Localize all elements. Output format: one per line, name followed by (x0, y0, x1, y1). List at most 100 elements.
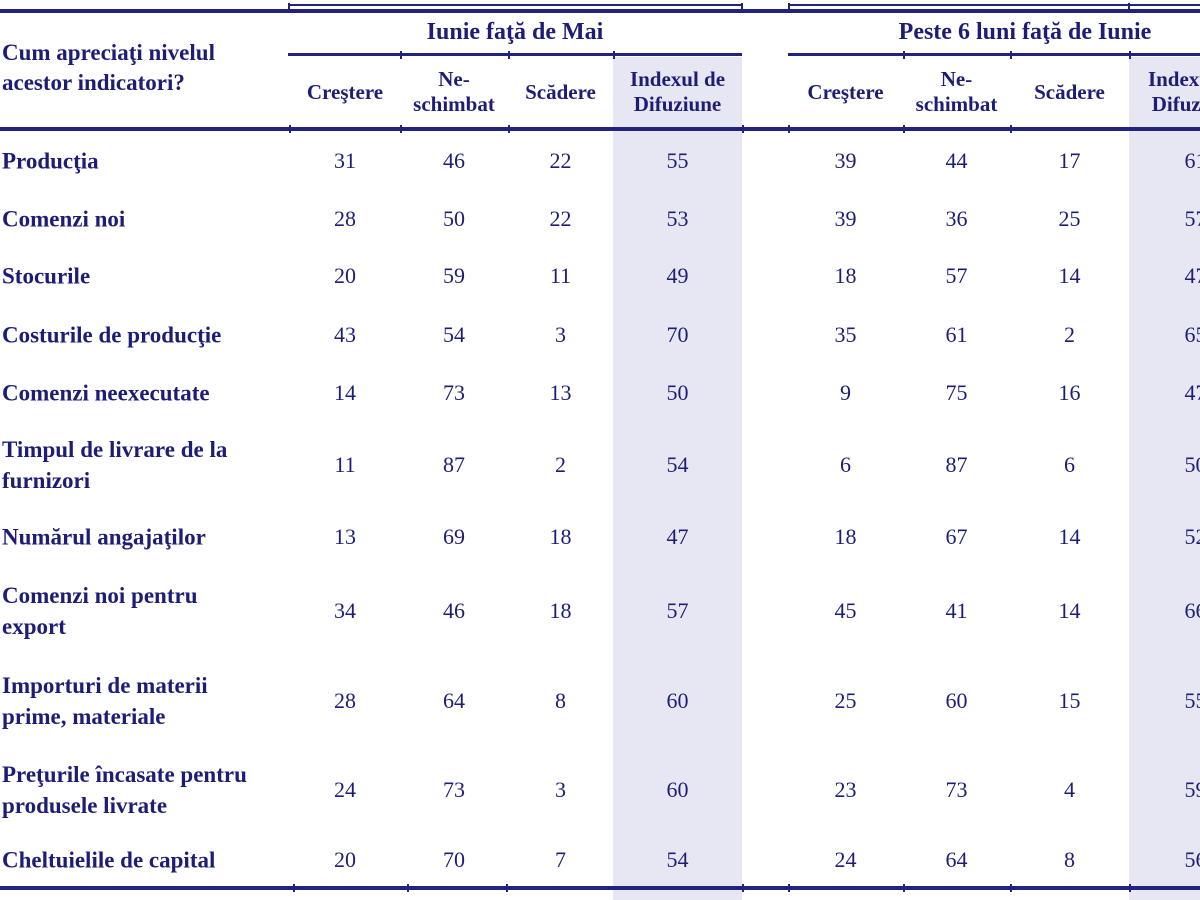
value-cell: 18 (834, 524, 857, 549)
table-row: Cheltuielile de capital 20 70 7 54 24 64… (0, 833, 1200, 886)
top-rule (0, 9, 1200, 13)
column-boundary-tick (293, 884, 295, 892)
value-cell: 73 (945, 776, 968, 802)
column-boundary-tick (506, 884, 508, 892)
value-cell: 55 (666, 147, 689, 173)
value-cell: 13 (549, 380, 572, 405)
column-boundary-tick (788, 125, 790, 133)
top-thin-rule-group1 (288, 4, 742, 6)
value-cell: 20 (334, 846, 356, 872)
header-underline (0, 127, 1200, 131)
value-cell: 31 (334, 147, 356, 173)
table-row: Comenzi noi pentru export 34 46 18 57 45… (0, 566, 1200, 656)
value-cell: 24 (834, 846, 857, 872)
column-boundary-tick (1129, 51, 1131, 59)
row-label: Stocurile (2, 263, 91, 289)
column-boundary-tick (1010, 51, 1012, 59)
column-header-index-difuziune-1: Indexul de Difuziune (629, 67, 726, 116)
table-row: Importuri de materii prime, materiale 28… (0, 656, 1200, 746)
value-cell: 25 (1058, 205, 1081, 231)
value-cell: 73 (443, 380, 465, 405)
group2-title: Peste 6 luni faţă de Iunie (898, 19, 1152, 45)
column-boundary-tick (1128, 3, 1130, 11)
value-cell: 22 (549, 147, 572, 173)
highlight-column-group1 (613, 57, 742, 900)
value-cell: 20 (334, 263, 356, 288)
value-cell: 28 (334, 688, 356, 713)
column-boundary-tick (407, 884, 409, 892)
value-cell: 52 (1184, 524, 1200, 549)
column-boundary-tick (742, 125, 744, 133)
value-cell: 6 (840, 452, 851, 477)
value-cell: 6 (1064, 452, 1075, 477)
value-cell: 55 (1184, 688, 1200, 713)
column-boundary-tick (903, 51, 905, 59)
value-cell: 57 (945, 263, 968, 288)
value-cell: 45 (834, 598, 857, 623)
value-cell: 4 (1064, 776, 1075, 802)
value-cell: 17 (1058, 147, 1081, 173)
column-boundary-tick (903, 125, 905, 133)
value-cell: 9 (840, 380, 851, 405)
value-cell: 60 (666, 776, 689, 802)
table-row: Comenzi neexecutate 14 73 13 50 9 75 16 … (0, 364, 1200, 422)
value-cell: 73 (443, 776, 465, 802)
column-header-scadere-2: Scădere (1034, 79, 1105, 104)
value-cell: 61 (945, 321, 968, 347)
value-cell: 11 (334, 452, 356, 477)
value-cell: 59 (1184, 776, 1200, 802)
table-row: Producţia 31 46 22 55 39 44 17 61 (0, 131, 1200, 190)
column-boundary-tick (400, 125, 402, 133)
value-cell: 64 (443, 688, 465, 713)
value-cell: 8 (1064, 846, 1075, 872)
table-question: Cum apreciaţi nivelul acestor indicatori… (2, 40, 215, 95)
column-boundary-tick (903, 884, 905, 892)
row-label: Comenzi noi (2, 206, 126, 231)
row-label: Timpul de livrare de la furnizori (2, 437, 228, 493)
value-cell: 47 (1184, 380, 1200, 405)
value-cell: 24 (334, 776, 356, 802)
value-cell: 54 (443, 321, 465, 347)
value-cell: 50 (666, 380, 689, 405)
value-cell: 60 (666, 688, 689, 713)
value-cell: 53 (666, 205, 689, 231)
column-boundary-tick (508, 125, 510, 133)
row-label: Comenzi neexecutate (2, 380, 210, 406)
column-boundary-tick (1129, 884, 1131, 892)
value-cell: 46 (443, 598, 465, 623)
value-cell: 28 (334, 205, 356, 231)
value-cell: 39 (834, 147, 857, 173)
group1-underline (288, 53, 742, 56)
value-cell: 47 (1184, 263, 1200, 288)
value-cell: 59 (443, 263, 465, 288)
value-cell: 46 (443, 147, 465, 173)
table-row: Preţurile încasate pentru produsele livr… (0, 746, 1200, 833)
value-cell: 22 (549, 205, 572, 231)
value-cell: 54 (666, 846, 689, 872)
value-cell: 14 (334, 380, 356, 405)
column-boundary-tick (508, 51, 510, 59)
value-cell: 3 (555, 321, 566, 347)
value-cell: 50 (1184, 452, 1200, 477)
column-boundary-tick (742, 884, 744, 892)
column-boundary-tick (613, 51, 615, 59)
column-header-index-difuziune-2: Indexul de Difuziune (1147, 67, 1200, 116)
row-label: Producţia (2, 148, 99, 173)
column-header-crestere-1: Creştere (306, 79, 384, 104)
value-cell: 36 (945, 205, 968, 231)
value-cell: 70 (443, 846, 465, 872)
value-cell: 61 (1184, 147, 1200, 173)
column-header-neschimbat-2: Ne- schimbat (915, 67, 998, 116)
row-label: Preţurile încasate pentru produsele livr… (2, 761, 247, 818)
value-cell: 41 (945, 598, 968, 623)
value-cell: 25 (834, 688, 857, 713)
column-boundary-tick (788, 884, 790, 892)
value-cell: 13 (334, 524, 356, 549)
column-boundary-tick (1010, 125, 1012, 133)
column-boundary-tick (788, 3, 790, 11)
value-cell: 49 (666, 263, 689, 288)
column-boundary-tick (400, 51, 402, 59)
value-cell: 15 (1058, 688, 1081, 713)
group1-title: Iunie faţă de Mai (426, 19, 604, 45)
top-thin-rule-group2 (788, 4, 1200, 6)
